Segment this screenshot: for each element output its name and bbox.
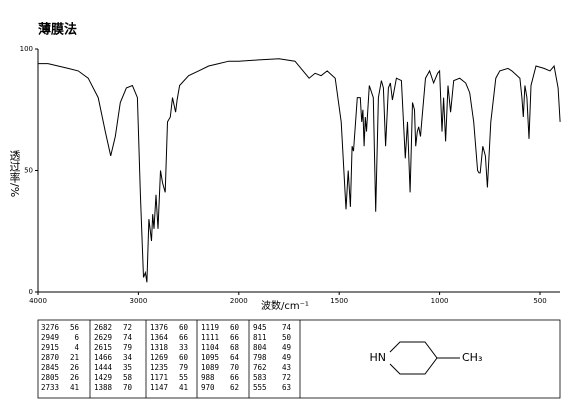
peak-transmittance: 4 [74,343,79,352]
peak-transmittance: 79 [179,363,188,372]
peak-wavenumber: 2949 [41,333,59,342]
peak-transmittance: 50 [282,333,292,342]
peak-table-frame [37,319,561,399]
peak-transmittance: 72 [123,323,132,332]
structure-label: HN [370,351,387,364]
peak-transmittance: 58 [123,373,133,382]
x-tick-label: 1500 [330,297,348,305]
x-tick-label: 3000 [129,297,147,305]
peak-wavenumber: 3276 [41,323,60,332]
y-tick-label: 50 [24,167,33,175]
peak-wavenumber: 1111 [201,333,219,342]
peak-transmittance: 35 [123,363,132,372]
peak-wavenumber: 1269 [150,353,168,362]
peak-wavenumber: 2870 [41,353,60,362]
peak-wavenumber: 1119 [201,323,219,332]
peak-wavenumber: 2682 [94,323,112,332]
peak-transmittance: 26 [70,373,80,382]
peak-transmittance: 66 [179,333,189,342]
y-tick-label: 0 [29,288,33,296]
peak-transmittance: 63 [282,383,291,392]
peak-wavenumber: 2845 [41,363,59,372]
peak-wavenumber: 988 [201,373,215,382]
x-axis-label: 波数/cm⁻¹ [261,299,309,312]
peak-transmittance: 6 [74,333,79,342]
peak-transmittance: 68 [230,343,240,352]
peak-transmittance: 60 [179,353,189,362]
peak-transmittance: 41 [179,383,188,392]
peak-transmittance: 62 [230,383,239,392]
peak-transmittance: 64 [230,353,240,362]
peak-wavenumber: 1444 [94,363,113,372]
x-tick-label: 2000 [230,297,248,305]
peak-wavenumber: 2915 [41,343,59,352]
peak-transmittance: 56 [70,323,80,332]
peak-wavenumber: 1318 [150,343,169,352]
peak-wavenumber: 1147 [150,383,168,392]
peak-wavenumber: 804 [253,343,267,352]
peak-wavenumber: 1104 [201,343,220,352]
peak-transmittance: 66 [230,333,240,342]
peak-transmittance: 70 [230,363,240,372]
x-tick-label: 4000 [29,297,47,305]
peak-wavenumber: 762 [253,363,267,372]
column-separators [89,320,301,398]
peak-wavenumber: 798 [253,353,267,362]
peak-transmittance: 34 [123,353,133,362]
peak-wavenumber: 1388 [94,383,113,392]
peak-wavenumber: 1466 [94,353,113,362]
peak-wavenumber: 1095 [201,353,219,362]
peak-transmittance: 60 [230,323,240,332]
peak-transmittance: 33 [179,343,188,352]
spectrum-line [38,58,561,283]
peak-wavenumber: 583 [253,373,267,382]
peak-transmittance: 55 [179,373,188,382]
x-tick-label: 500 [533,297,546,305]
peak-transmittance: 26 [70,363,80,372]
peak-wavenumber: 555 [253,383,267,392]
peak-transmittance: 66 [230,373,240,382]
x-tick-label: 1000 [431,297,449,305]
peak-transmittance: 49 [282,353,291,362]
peak-transmittance: 60 [179,323,189,332]
y-axis-label: 透过率/% [8,150,21,197]
peak-transmittance: 49 [282,343,291,352]
peak-wavenumber: 2805 [41,373,59,382]
peak-transmittance: 43 [282,363,291,372]
peak-wavenumber: 1364 [150,333,169,342]
structure-bonds [389,341,460,375]
peak-wavenumber: 811 [253,333,267,342]
peak-transmittance: 79 [123,343,132,352]
peak-transmittance: 74 [123,333,133,342]
structure-label: CH₃ [462,351,482,364]
peak-wavenumber: 1429 [94,373,112,382]
peak-wavenumber: 1171 [150,373,168,382]
peak-transmittance: 41 [70,383,79,392]
peak-wavenumber: 1376 [150,323,169,332]
peak-wavenumber: 945 [253,323,267,332]
peak-transmittance: 72 [282,373,291,382]
peak-wavenumber: 2615 [94,343,112,352]
peak-wavenumber: 2733 [41,383,59,392]
peak-wavenumber: 1089 [201,363,219,372]
peak-transmittance: 74 [282,323,292,332]
peak-transmittance: 70 [123,383,133,392]
y-tick-label: 100 [20,45,33,53]
peak-wavenumber: 1235 [150,363,168,372]
title: 薄膜法 [38,22,77,38]
peak-wavenumber: 970 [201,383,215,392]
peak-wavenumber: 2629 [94,333,112,342]
peak-transmittance: 21 [70,353,79,362]
